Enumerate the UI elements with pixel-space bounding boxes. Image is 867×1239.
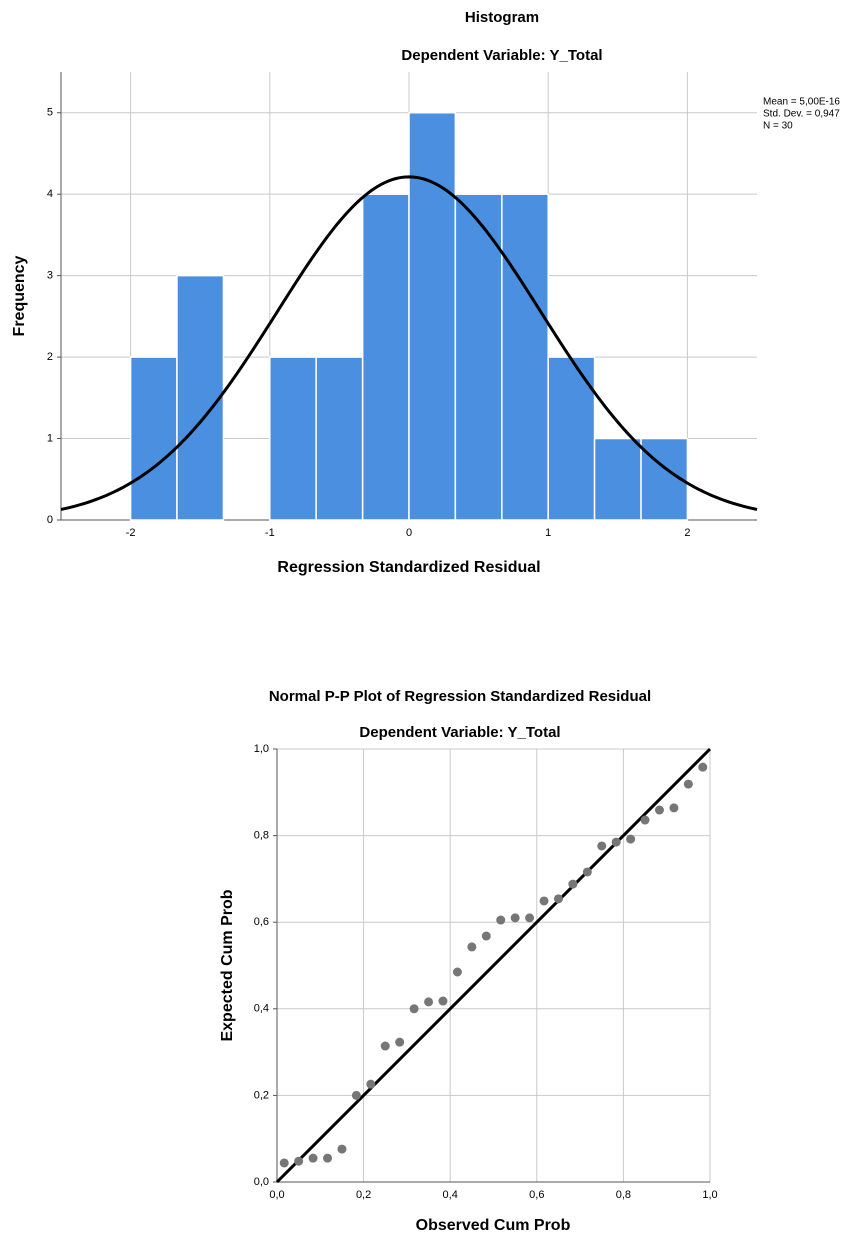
bar [454, 193, 503, 521]
point [294, 1156, 304, 1166]
y-tick-label: 0,4 [254, 1003, 269, 1015]
x-tick-label: 0 [406, 527, 412, 539]
stat-label: Mean = 5,00E-16 [763, 97, 840, 108]
y-tick-label: 0,8 [254, 830, 269, 842]
x-tick-label: 0,4 [443, 1189, 458, 1201]
point [409, 1004, 419, 1014]
bar [501, 193, 549, 521]
x-tick-label: 1,0 [702, 1189, 717, 1201]
bar [129, 356, 178, 521]
x-tick-label: 2 [684, 527, 690, 539]
bar [361, 193, 410, 521]
point [395, 1037, 405, 1047]
y-tick-label: 1,0 [254, 743, 269, 755]
y-tick-label: 1 [47, 432, 53, 444]
point [539, 896, 549, 906]
point [510, 913, 520, 923]
y-axis-label: Frequency [11, 255, 28, 336]
y-tick-label: 4 [47, 188, 53, 200]
y-tick-label: 0,6 [254, 916, 269, 928]
x-axis-label: Observed Cum Prob [416, 1217, 571, 1234]
point [525, 913, 535, 923]
point [669, 803, 679, 813]
point [626, 834, 636, 844]
stat-label: Std. Dev. = 0,947 [763, 109, 840, 120]
bar [176, 274, 225, 521]
point [337, 1144, 347, 1154]
y-tick-label: 5 [47, 107, 53, 119]
point [424, 997, 434, 1007]
bar [315, 356, 364, 521]
point [582, 867, 592, 877]
point [481, 931, 491, 941]
y-tick-label: 0,0 [254, 1176, 269, 1188]
bar [408, 111, 457, 521]
y-tick-label: 0,2 [254, 1089, 269, 1101]
x-axis-label: Regression Standardized Residual [277, 559, 540, 576]
point [698, 762, 708, 772]
chart-title: Histogram [465, 9, 539, 26]
x-tick-label: 0,2 [356, 1189, 371, 1201]
chart-title: Normal P-P Plot of Regression Standardiz… [269, 688, 651, 705]
y-axis-label: Expected Cum Prob [219, 889, 236, 1041]
chart-subtitle: Dependent Variable: Y_Total [359, 724, 560, 741]
point [452, 967, 462, 977]
point [351, 1090, 361, 1100]
point [611, 837, 621, 847]
x-tick-label: 0,6 [529, 1189, 544, 1201]
y-tick-label: 0 [47, 514, 53, 526]
stat-label: N = 30 [763, 121, 793, 132]
y-tick-label: 2 [47, 351, 53, 363]
x-tick-label: 1 [545, 527, 551, 539]
bar [269, 356, 317, 521]
point [496, 915, 506, 925]
chart-subtitle: Dependent Variable: Y_Total [401, 47, 602, 64]
x-tick-label: -2 [126, 527, 136, 539]
point [683, 779, 693, 789]
point [640, 815, 650, 825]
reference-line [275, 747, 712, 1184]
point [553, 894, 563, 904]
x-tick-label: 0,0 [269, 1189, 284, 1201]
point [654, 805, 664, 815]
point [467, 942, 477, 952]
x-tick-label: -1 [265, 527, 275, 539]
point [279, 1158, 289, 1168]
point [323, 1153, 333, 1163]
point [380, 1041, 390, 1051]
y-tick-label: 3 [47, 270, 53, 282]
point [438, 996, 448, 1006]
x-tick-label: 0,8 [616, 1189, 631, 1201]
point [568, 879, 578, 889]
bar [593, 437, 642, 521]
normal-curve [60, 175, 758, 511]
point [366, 1079, 376, 1089]
point [308, 1153, 318, 1163]
point [597, 841, 607, 851]
